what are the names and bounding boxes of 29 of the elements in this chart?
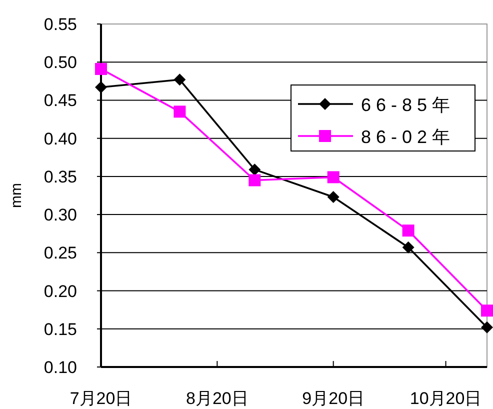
y-tick-label: 0.55 (44, 15, 77, 34)
x-tick-label: 10月20日 (410, 389, 482, 408)
point (248, 164, 261, 176)
x-tick-label: 9月20日 (302, 389, 365, 408)
y-tick-label: 0.15 (44, 320, 77, 339)
y-tick-label: 0.30 (44, 206, 77, 225)
y-tick-label: 0.40 (44, 129, 77, 148)
x-tick-label: 7月20日 (70, 389, 132, 408)
y-tick-label: 0.45 (44, 91, 77, 110)
legend-label: 86-02年 (361, 127, 456, 147)
point (402, 241, 414, 254)
point (174, 74, 186, 86)
point (402, 224, 414, 237)
y-axis-title: mm (8, 183, 25, 208)
x-tick-label: 8月20日 (186, 389, 248, 408)
legend-label: 66-85年 (361, 95, 456, 115)
y-tick-label: 0.35 (44, 167, 77, 186)
y-tick-label: 0.20 (44, 282, 77, 301)
y-tick-label: 0.10 (44, 358, 77, 377)
point (95, 81, 107, 94)
y-tick-label: 0.50 (44, 53, 77, 72)
point (327, 191, 340, 204)
point (327, 171, 340, 184)
point (481, 321, 493, 334)
point (174, 106, 186, 118)
point (95, 62, 107, 75)
point (248, 174, 261, 186)
y-tick-label: 0.25 (44, 244, 77, 263)
point (481, 304, 493, 317)
